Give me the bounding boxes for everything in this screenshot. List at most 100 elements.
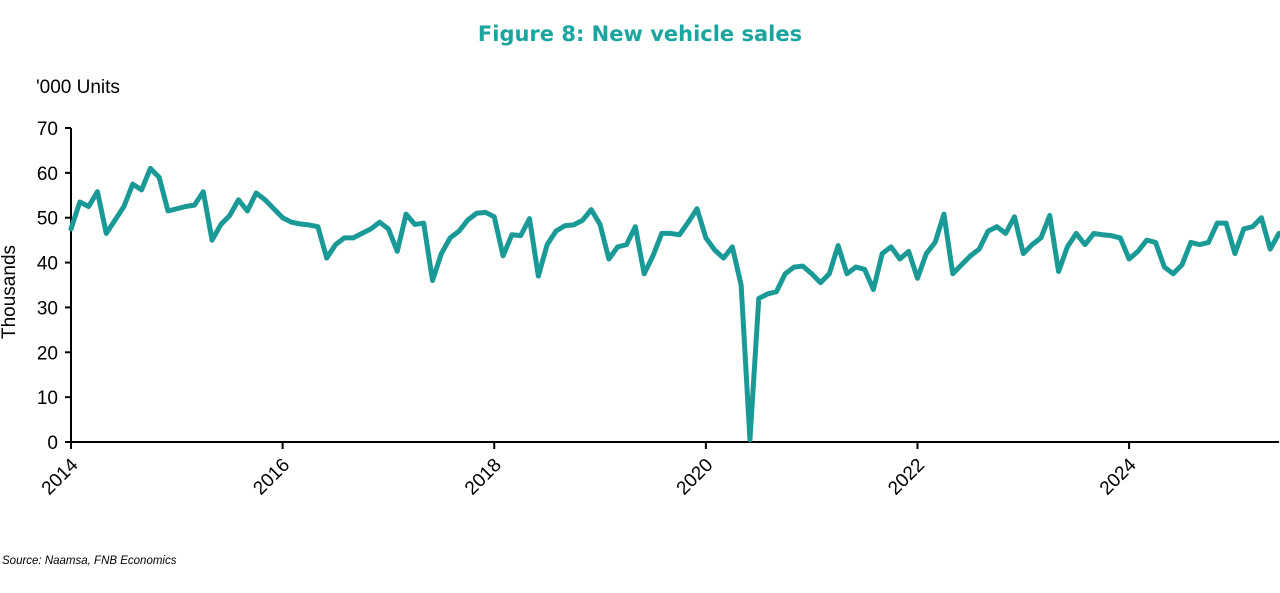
data-point xyxy=(359,231,365,236)
data-point xyxy=(1029,242,1035,247)
data-point xyxy=(139,187,144,193)
data-point xyxy=(104,231,109,236)
data-point xyxy=(862,267,867,272)
data-point xyxy=(1100,232,1105,237)
data-point xyxy=(456,228,462,234)
data-point xyxy=(324,255,329,261)
data-point xyxy=(412,222,418,227)
data-point xyxy=(1153,240,1158,245)
data-point xyxy=(1223,220,1229,226)
series-line-new-vehicle-sales xyxy=(68,165,1280,443)
data-point xyxy=(888,244,894,250)
x-tick-label: 2018 xyxy=(461,455,506,500)
y-tick-label: 40 xyxy=(37,254,58,275)
data-point xyxy=(950,271,955,276)
data-point xyxy=(959,262,964,268)
data-point xyxy=(1126,256,1132,262)
data-point xyxy=(1091,231,1097,236)
data-point xyxy=(68,226,74,232)
y-axis-ticks: 0 10 20 30 40 50 60 70 xyxy=(37,119,71,454)
y-tick-label: 70 xyxy=(37,119,58,140)
data-point xyxy=(500,253,506,259)
data-point xyxy=(209,237,215,243)
data-point xyxy=(677,232,682,237)
data-point xyxy=(668,231,673,236)
data-point xyxy=(112,217,118,223)
data-point xyxy=(1250,224,1255,229)
data-point xyxy=(562,223,567,228)
data-point xyxy=(712,247,717,253)
data-point xyxy=(818,280,823,285)
data-point xyxy=(483,210,488,215)
data-point xyxy=(156,175,162,180)
data-point xyxy=(809,271,814,276)
data-point xyxy=(747,437,753,442)
data-point xyxy=(306,222,312,228)
data-point xyxy=(791,264,797,270)
data-point xyxy=(465,217,470,223)
data-point xyxy=(509,232,515,237)
data-point xyxy=(1038,235,1044,241)
data-point xyxy=(421,220,426,226)
data-point xyxy=(597,222,603,227)
data-point xyxy=(1267,246,1273,252)
data-point xyxy=(350,235,356,241)
data-point xyxy=(994,224,1000,229)
data-point xyxy=(844,271,850,276)
data-point xyxy=(686,220,691,225)
data-point xyxy=(1197,242,1202,247)
data-point xyxy=(1170,271,1176,276)
data-point xyxy=(368,226,373,232)
data-point xyxy=(1241,226,1246,232)
data-point xyxy=(659,231,664,236)
data-point xyxy=(880,251,885,256)
data-point xyxy=(227,213,232,218)
data-point xyxy=(130,181,135,187)
chart-title: Figure 8: New vehicle sales xyxy=(478,22,802,46)
data-point xyxy=(1012,214,1017,220)
data-point xyxy=(192,202,197,208)
y-axis-label: Thousands xyxy=(0,245,20,339)
y-tick-label: 30 xyxy=(37,298,58,319)
data-point xyxy=(148,166,153,171)
data-point xyxy=(165,208,171,214)
data-point xyxy=(342,235,347,241)
data-point xyxy=(1232,251,1238,256)
data-point xyxy=(641,271,647,276)
data-point xyxy=(377,220,382,225)
data-point xyxy=(800,263,806,269)
data-point xyxy=(756,296,761,301)
data-point xyxy=(1144,237,1149,243)
x-tick-label: 2014 xyxy=(38,454,83,499)
data-point xyxy=(1215,220,1220,226)
data-point xyxy=(606,256,612,262)
data-point xyxy=(941,211,947,217)
data-point xyxy=(1021,251,1026,256)
data-point xyxy=(253,190,259,196)
y-tick-label: 60 xyxy=(37,164,58,185)
data-point xyxy=(853,264,858,270)
data-point xyxy=(201,189,206,194)
data-point xyxy=(1047,213,1052,218)
data-point xyxy=(835,243,841,248)
data-point xyxy=(315,224,321,229)
data-point xyxy=(271,206,276,211)
data-point xyxy=(280,215,285,220)
data-point xyxy=(527,216,532,221)
data-point xyxy=(86,204,91,209)
data-point xyxy=(985,228,991,234)
data-point xyxy=(403,211,409,217)
data-point xyxy=(121,204,127,209)
y-tick-label: 0 xyxy=(47,433,58,454)
data-point xyxy=(915,276,920,281)
data-point xyxy=(518,233,523,238)
data-point xyxy=(580,218,585,223)
data-point xyxy=(1179,262,1185,268)
data-point xyxy=(1065,244,1070,250)
series-points xyxy=(68,166,1280,442)
data-point xyxy=(1082,242,1088,247)
data-point xyxy=(871,287,876,292)
data-point xyxy=(77,199,83,205)
y-tick-label: 20 xyxy=(37,343,58,364)
data-point xyxy=(218,222,224,227)
